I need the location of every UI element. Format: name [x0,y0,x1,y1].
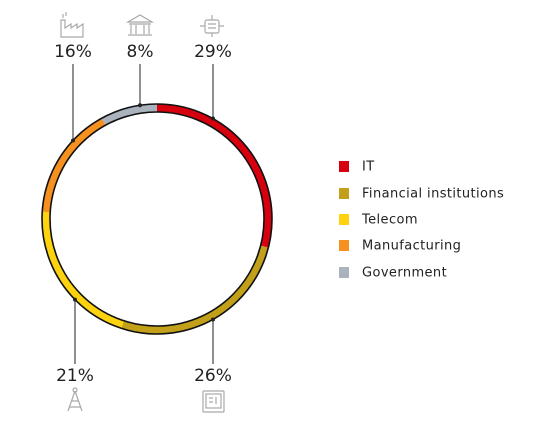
donut-segment [121,245,269,334]
legend-label: Financial institutions [362,187,504,202]
leader-dot [138,103,142,108]
icon-factory [60,12,84,38]
donut-segment [156,104,272,248]
donut-segment [101,104,158,126]
leader-dot [73,297,77,302]
legend-swatch [339,188,349,199]
legend-label: Telecom [361,213,418,228]
value-label: 26% [194,366,232,386]
legend-label: IT [362,160,375,175]
ring-inner-border [49,111,265,327]
value-label: 16% [54,42,92,62]
value-label: 29% [194,42,232,62]
legend-label: Government [362,266,447,281]
ring-outer-border [41,103,273,335]
leader-dot [211,317,215,322]
icon-bank [125,14,155,36]
leader-dot [71,138,75,143]
legend-swatch [339,161,349,172]
legend-swatch [339,240,349,251]
legend-swatch [339,267,349,278]
icon-safe [202,390,225,413]
leader-dot [211,116,215,121]
icon-chip [200,15,224,37]
legend-swatch [339,214,349,225]
icon-tower [67,387,83,412]
legend-label: Manufacturing [362,239,461,254]
donut-segment [42,211,124,329]
donut-segment [42,118,106,213]
value-label: 8% [127,42,154,62]
value-label: 21% [56,366,94,386]
